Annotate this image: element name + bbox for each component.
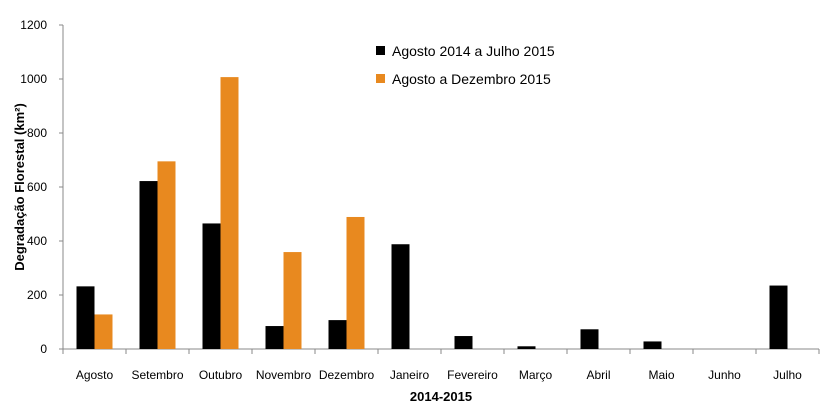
bar-series-2 bbox=[94, 314, 113, 349]
x-tick-label: Dezembro bbox=[319, 368, 375, 382]
bar-series-1 bbox=[769, 285, 788, 349]
x-tick-label: Setembro bbox=[131, 368, 183, 382]
x-axis-title: 2014-2015 bbox=[410, 389, 472, 404]
y-tick-label: 400 bbox=[27, 234, 47, 248]
bar-series-1 bbox=[517, 346, 536, 349]
y-ticks: 0 200 400 600 800 1000 1200 bbox=[20, 18, 63, 356]
y-tick-label: 600 bbox=[27, 180, 47, 194]
legend-label-series-1: Agosto 2014 a Julho 2015 bbox=[392, 43, 555, 59]
x-tick-label: Abril bbox=[586, 368, 610, 382]
y-tick-label: 1200 bbox=[20, 18, 47, 32]
y-tick-label: 200 bbox=[27, 288, 47, 302]
bar-series-1 bbox=[265, 326, 284, 349]
bars bbox=[76, 77, 788, 350]
x-tick-label: Junho bbox=[708, 368, 741, 382]
y-tick-label: 0 bbox=[40, 342, 47, 356]
bar-series-1 bbox=[580, 329, 599, 349]
x-tick-label: Maio bbox=[648, 368, 674, 382]
bar-series-1 bbox=[328, 320, 347, 349]
y-axis-title: Degradação Florestal (km²) bbox=[12, 103, 27, 271]
legend: Agosto 2014 a Julho 2015 Agosto a Dezemb… bbox=[376, 43, 555, 87]
x-tick-label: Fevereiro bbox=[447, 368, 498, 382]
legend-swatch-series-2 bbox=[376, 74, 385, 83]
x-tick-label: Agosto bbox=[76, 368, 114, 382]
y-tick-label: 800 bbox=[27, 126, 47, 140]
bar-series-1 bbox=[76, 286, 95, 349]
y-tick-label: 1000 bbox=[20, 72, 47, 86]
x-tick-label: Março bbox=[519, 368, 553, 382]
x-tick-label: Novembro bbox=[256, 368, 312, 382]
bar-series-2 bbox=[346, 216, 365, 349]
bar-series-1 bbox=[454, 336, 473, 349]
bar-series-1 bbox=[139, 181, 158, 349]
x-tick-label: Julho bbox=[773, 368, 802, 382]
legend-label-series-2: Agosto a Dezembro 2015 bbox=[392, 71, 551, 87]
bar-series-1 bbox=[202, 223, 221, 349]
x-tick-label: Janeiro bbox=[390, 368, 430, 382]
x-ticks: Agosto Setembro Outubro Novembro Dezembro Jan… bbox=[62, 349, 820, 382]
legend-swatch-series-1 bbox=[376, 46, 385, 55]
x-tick-label: Outubro bbox=[199, 368, 243, 382]
bar-series-2 bbox=[283, 252, 302, 349]
bar-series-1 bbox=[643, 341, 662, 349]
bar-series-2 bbox=[220, 77, 239, 350]
bar-series-2 bbox=[157, 161, 176, 349]
bar-series-1 bbox=[391, 244, 410, 349]
